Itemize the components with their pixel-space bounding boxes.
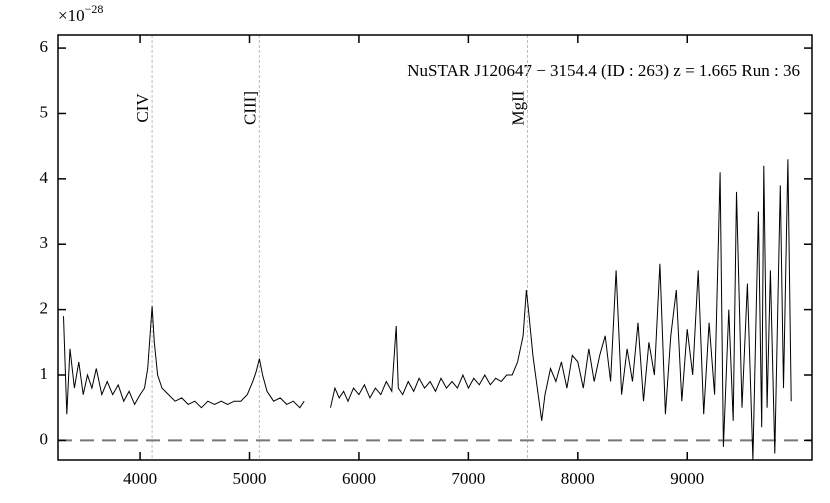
y-tick-label: 2 bbox=[40, 299, 49, 318]
offset-base: ×10 bbox=[58, 6, 85, 25]
y-tick-label: 3 bbox=[40, 233, 49, 252]
x-tick-label: 9000 bbox=[670, 469, 704, 488]
offset-text: ×10−28 bbox=[58, 2, 103, 25]
offset-exponent: −28 bbox=[85, 2, 104, 16]
line-label: MgII bbox=[508, 90, 527, 125]
y-tick-label: 4 bbox=[40, 168, 49, 187]
spectrum-line bbox=[63, 159, 792, 461]
y-tick-label: 1 bbox=[40, 364, 49, 383]
line-label: CIII] bbox=[240, 91, 259, 125]
chart-title: NuSTAR J120647 − 3154.4 (ID : 263) z = 1… bbox=[407, 61, 800, 80]
x-tick-label: 6000 bbox=[342, 469, 376, 488]
line-label: CIV bbox=[133, 93, 152, 123]
x-tick-label: 4000 bbox=[123, 469, 157, 488]
x-tick-label: 5000 bbox=[233, 469, 267, 488]
y-tick-label: 6 bbox=[40, 37, 49, 56]
x-tick-label: 8000 bbox=[561, 469, 595, 488]
y-tick-label: 5 bbox=[40, 102, 49, 121]
y-tick-label: 0 bbox=[40, 429, 49, 448]
x-tick-label: 7000 bbox=[451, 469, 485, 488]
plot-frame bbox=[57, 34, 813, 461]
